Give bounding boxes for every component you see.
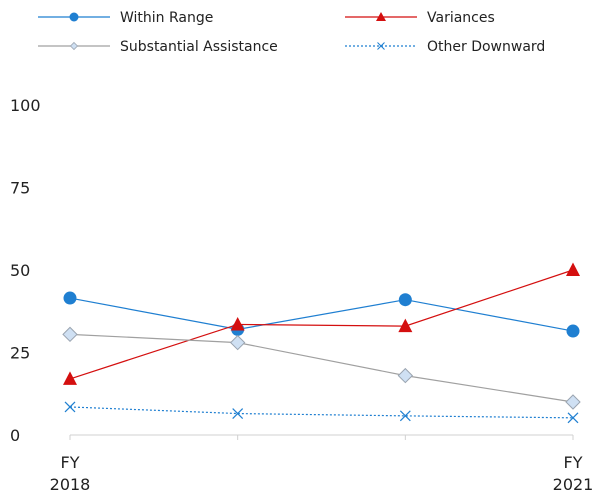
y-tick-label: 25 (10, 344, 30, 363)
series-substantial-assistance (62, 326, 581, 410)
legend-item: Variances (345, 10, 495, 26)
legend-marker (69, 12, 79, 22)
y-tick-label: 75 (10, 179, 30, 198)
data-point (62, 326, 78, 343)
data-point (566, 324, 580, 338)
x-tick-label: FY (61, 453, 80, 472)
chart-legend: Within Range Variances Substantial Assista… (38, 10, 545, 55)
legend-marker (376, 12, 386, 21)
x-tick-label: FY (564, 453, 583, 472)
legend-label: Substantial Assistance (120, 39, 278, 55)
data-point (399, 410, 411, 422)
y-tick-label: 100 (10, 96, 41, 115)
data-point (64, 401, 76, 413)
series-line (69, 297, 574, 332)
data-point (397, 367, 414, 384)
legend-marker (377, 42, 385, 50)
data-point (63, 371, 77, 385)
legend-label: Variances (427, 10, 495, 26)
series-variances (63, 262, 580, 385)
series-line (69, 406, 574, 419)
data-point (232, 408, 244, 419)
plot-area (62, 262, 581, 424)
series-line (69, 269, 574, 380)
legend-item: Within Range (38, 10, 213, 26)
series-within-range (63, 291, 580, 338)
y-tick-label: 50 (10, 261, 30, 280)
data-point (229, 334, 246, 351)
legend-item: Substantial Assistance (38, 39, 278, 55)
legend-label: Other Downward (427, 39, 545, 55)
series-other-downward (64, 401, 579, 424)
data-point (566, 262, 580, 276)
series-line (69, 333, 574, 403)
y-tick-label: 0 (10, 426, 20, 445)
data-point (398, 293, 412, 307)
y-axis: 0 25 50 75 100 (10, 96, 41, 445)
data-point (63, 291, 77, 305)
x-tick-label: 2018 (50, 475, 91, 494)
data-point (567, 412, 579, 424)
x-tick-label: 2021 (553, 475, 594, 494)
data-point (398, 318, 413, 333)
legend-label: Within Range (120, 10, 213, 26)
legend-item: Other Downward (345, 39, 545, 55)
data-point (230, 316, 245, 331)
data-point (565, 394, 581, 410)
legend-marker (69, 41, 79, 51)
x-axis: FY 2018 FY 2021 (50, 434, 594, 494)
